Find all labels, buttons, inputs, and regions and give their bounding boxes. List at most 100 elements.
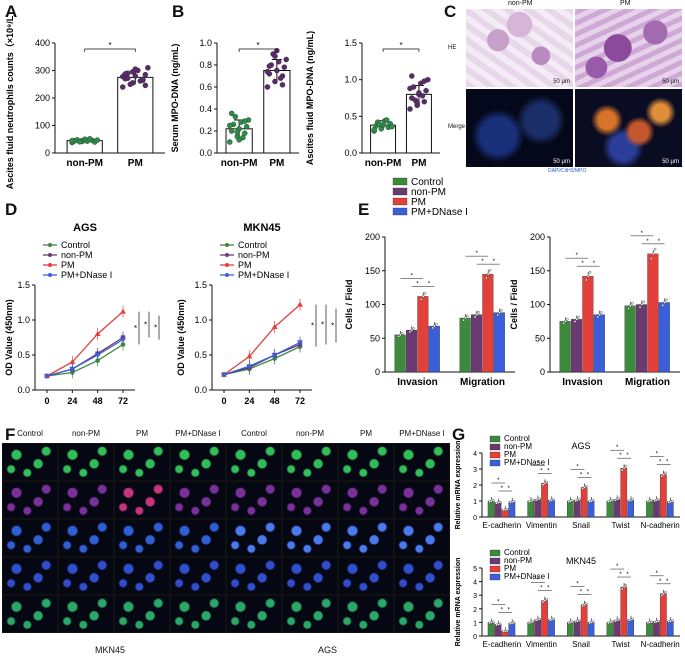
bar-dnase <box>508 501 516 518</box>
legend-label: PM+DNase I <box>504 572 550 581</box>
significance-star: * <box>641 231 644 237</box>
data-point <box>423 87 429 94</box>
y-tick-label: 1.0 <box>17 315 30 325</box>
x-tick-label: 72 <box>295 396 305 406</box>
y-tick-label: 100 <box>35 121 50 131</box>
data-point <box>433 324 436 328</box>
data-point <box>488 268 492 272</box>
bar-control <box>487 622 495 637</box>
micrograph-tile <box>394 481 450 519</box>
data-point <box>642 300 645 304</box>
panel-f-cell-line-label: AGS <box>318 645 338 655</box>
data-point <box>228 128 235 134</box>
significance-star: * <box>581 261 584 267</box>
y-tick-label: 0.5 <box>17 350 30 360</box>
data-point <box>552 617 555 621</box>
bar-pm <box>647 253 659 373</box>
data-point <box>512 621 516 624</box>
micrograph-tile <box>394 443 450 481</box>
legend-label: PM+DNase I <box>61 270 112 280</box>
data-point <box>227 139 233 145</box>
data-point <box>505 508 509 511</box>
data-point <box>277 75 284 81</box>
x-tick-label: N-cadherin <box>641 521 680 530</box>
micrograph-tile <box>282 481 338 519</box>
y-tick-label: 2 <box>473 483 477 490</box>
data-point <box>462 318 465 322</box>
data-point <box>431 326 435 330</box>
data-point <box>622 585 626 589</box>
x-tick-label: Migration <box>625 377 670 388</box>
bar-dnase <box>666 501 674 518</box>
micrograph-tile <box>394 595 450 633</box>
micrograph-tile <box>114 481 170 519</box>
significance-star: * <box>154 324 157 333</box>
panel-f-col-label: Control <box>17 429 43 438</box>
significance-star: * <box>626 572 629 578</box>
x-tick-label: 0 <box>221 396 226 406</box>
data-point <box>565 318 569 321</box>
data-point <box>575 318 579 321</box>
data-point <box>538 617 542 621</box>
significance-star: * <box>311 322 314 331</box>
legend-label: PM+DNase I <box>238 270 289 280</box>
data-point <box>662 592 665 596</box>
legend-marker <box>48 253 52 257</box>
data-point <box>584 602 588 605</box>
scalebar-he-nonpm: 50 μm <box>553 79 570 85</box>
data-point <box>653 247 657 251</box>
data-point <box>435 322 438 326</box>
bar-dnase <box>658 302 670 373</box>
data-point <box>591 620 595 624</box>
bar-dnase <box>548 500 555 518</box>
y-axis-label: Cells / Field <box>509 279 519 329</box>
data-point <box>531 499 535 502</box>
significance-star: * <box>428 281 431 287</box>
data-point <box>500 308 503 312</box>
legend-swatch-control <box>392 177 408 186</box>
significance-star: * <box>476 251 479 257</box>
data-point <box>120 337 126 343</box>
panel-c-row-he: HE <box>448 45 457 51</box>
data-point <box>617 618 621 622</box>
x-tick-label: PM <box>128 158 143 169</box>
legend-swatch-nonpm <box>489 557 501 565</box>
y-tick-label: 300 <box>35 66 50 76</box>
bar-pm <box>580 604 588 637</box>
legend-label: Control <box>411 177 443 188</box>
legend-marker <box>225 263 229 267</box>
micrograph-tile <box>226 557 282 595</box>
y-tick-label: 200 <box>530 232 545 242</box>
y-tick-label: 5 <box>473 566 477 573</box>
y-tick-label: 0 <box>375 367 380 377</box>
data-point <box>486 272 490 276</box>
data-point <box>491 620 495 624</box>
x-tick-label: 24 <box>244 396 254 406</box>
data-point <box>409 73 415 79</box>
x-tick-label: Vimentin <box>526 640 557 649</box>
panel-c-col-pm: PM <box>620 0 631 7</box>
significance-star: * <box>508 486 511 492</box>
y-axis-label: OD Value (450nm) <box>4 299 14 376</box>
chart-b-serum-mpo-dna: 0.0 0.2 0.4 0.6 0.8 1.0 Serum MPO-DNA (ng/mL) n… <box>170 38 299 169</box>
micrograph-tile <box>2 443 58 481</box>
significance-star: * <box>540 468 543 474</box>
significance-bracket <box>382 48 420 52</box>
micrograph-tile <box>394 519 450 557</box>
bar-nonpm <box>573 500 581 518</box>
significance-star: * <box>411 273 414 279</box>
series-line-dnase <box>46 339 124 377</box>
y-axis-label: Cells / Field <box>344 279 354 329</box>
data-point <box>120 308 126 314</box>
data-point <box>545 480 548 484</box>
x-tick-label: Snail <box>572 521 590 530</box>
data-point <box>573 320 577 323</box>
bar-control <box>527 622 535 637</box>
legend-label: PM <box>504 450 516 459</box>
y-axis-label: OD Value (450nm) <box>176 299 186 376</box>
micrograph-tile <box>338 443 394 481</box>
data-point <box>660 474 664 478</box>
y-tick-label: 4 <box>473 580 477 587</box>
data-point <box>142 71 149 78</box>
